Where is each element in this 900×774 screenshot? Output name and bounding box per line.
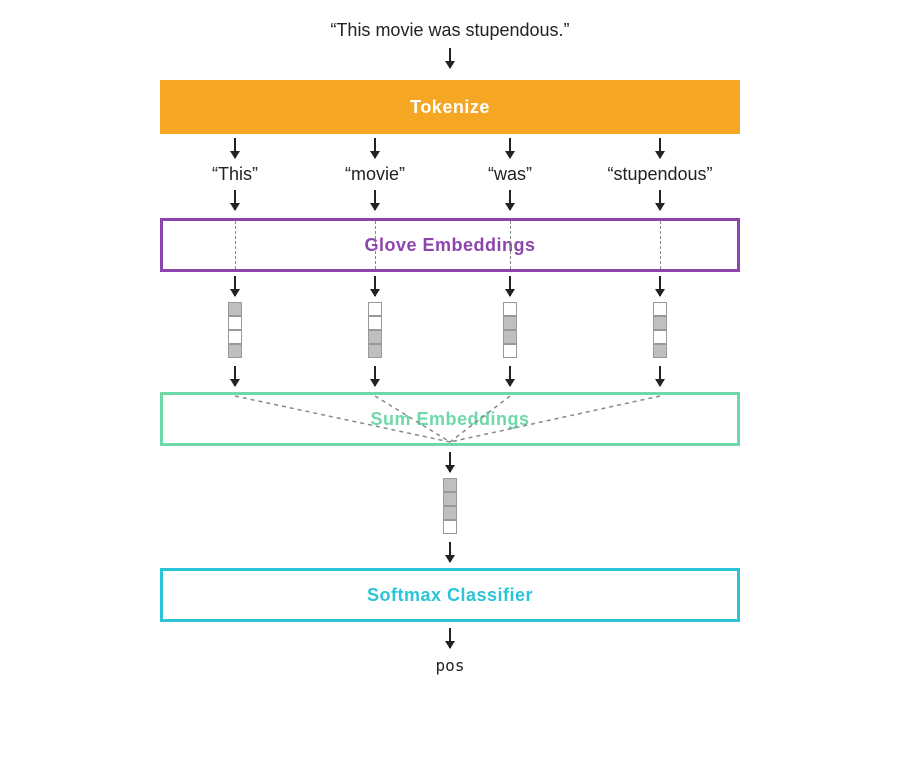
embedding-vector (368, 302, 382, 358)
embedding-cell (503, 330, 517, 344)
embedding-cell (503, 316, 517, 330)
embedding-cell (443, 478, 457, 492)
embedding-cell (503, 344, 517, 358)
embedding-cell (653, 330, 667, 344)
embedding-vector (653, 302, 667, 358)
embedding-cell (443, 520, 457, 534)
tokenize-block: Tokenize (160, 80, 740, 134)
output-label: pos (0, 656, 900, 675)
embedding-vector (443, 478, 457, 534)
embedding-cell (653, 302, 667, 316)
embedding-vector (503, 302, 517, 358)
input-text: “This movie was stupendous.” (0, 20, 900, 41)
embedding-cell (368, 344, 382, 358)
embedding-cell (228, 344, 242, 358)
token-label: “stupendous” (607, 164, 712, 185)
tokenize-label: Tokenize (410, 97, 490, 118)
embedding-cell (368, 330, 382, 344)
embedding-vector (228, 302, 242, 358)
embedding-cell (653, 316, 667, 330)
embedding-cell (503, 302, 517, 316)
embedding-cell (228, 330, 242, 344)
glove-block: Glove Embeddings (160, 218, 740, 272)
softmax-label: Softmax Classifier (367, 585, 533, 606)
softmax-block: Softmax Classifier (160, 568, 740, 622)
embedding-cell (368, 302, 382, 316)
token-label: “This” (212, 164, 258, 185)
embedding-cell (368, 316, 382, 330)
embedding-cell (443, 506, 457, 520)
sum-block: Sum Embeddings (160, 392, 740, 446)
embedding-cell (228, 302, 242, 316)
embedding-cell (653, 344, 667, 358)
sum-label: Sum Embeddings (370, 409, 529, 430)
embedding-cell (443, 492, 457, 506)
embedding-cell (228, 316, 242, 330)
token-label: “was” (488, 164, 532, 185)
token-label: “movie” (345, 164, 405, 185)
